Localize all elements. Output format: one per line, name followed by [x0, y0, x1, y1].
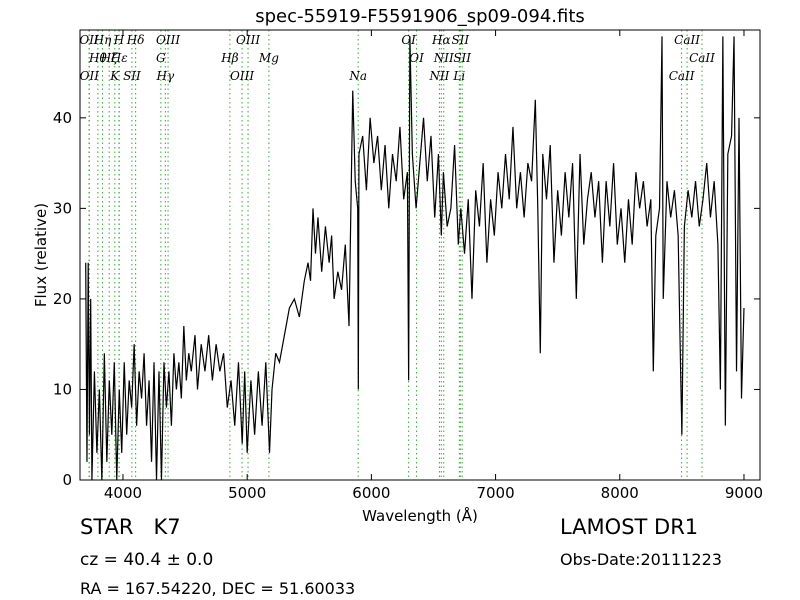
- spectral-line-label: OI: [401, 33, 416, 47]
- spectral-line-label: H: [113, 33, 125, 47]
- redshift: cz = 40.4 ± 0.0: [80, 550, 213, 570]
- x-tick-label: 8000: [601, 484, 639, 502]
- spectral-line-label: SII: [453, 51, 471, 65]
- plot-frame: [79, 29, 761, 481]
- spectral-line-label: Hα: [431, 33, 451, 47]
- spectral-line-label: Li: [452, 69, 465, 83]
- object-class: STAR K7: [80, 515, 181, 539]
- x-axis-label: Wavelength (Å): [362, 506, 478, 525]
- spectral-line-label: CaII: [689, 51, 715, 65]
- spectral-line-label: Hζ: [100, 51, 119, 65]
- y-tick-label: 30: [53, 199, 72, 217]
- y-tick-label: 20: [53, 290, 72, 308]
- spectral-line-label: NII: [433, 51, 454, 65]
- spectral-line-label: Hβ: [220, 51, 238, 65]
- spectral-line-label: K: [109, 69, 120, 83]
- spectral-line-label: Hθ: [88, 51, 107, 65]
- spectral-line-label: Hγ: [156, 69, 175, 83]
- spectral-line-label: OIII: [156, 33, 180, 47]
- y-axis-label: Flux (relative): [32, 203, 50, 307]
- obs-date: Obs-Date:20111223: [560, 550, 722, 569]
- spectral-line-label: OII: [80, 69, 100, 83]
- x-tick-label: 4000: [104, 484, 142, 502]
- spectral-line-label: G: [156, 51, 166, 65]
- spectral-line-label: NII: [428, 69, 449, 83]
- spectral-line-label: Hη: [93, 33, 112, 47]
- spectral-line-label: Hε: [110, 51, 128, 65]
- spectral-line-label: Hδ: [126, 33, 145, 47]
- spectral-line-label: OIII: [236, 33, 260, 47]
- spectral-line-label: SII: [123, 69, 141, 83]
- spectral-line-label: CaII: [669, 69, 695, 83]
- x-tick-label: 7000: [476, 484, 514, 502]
- spectral-line-label: OII: [79, 33, 99, 47]
- spectral-line-label: Mg: [258, 51, 279, 65]
- spectral-line-label: OIII: [230, 69, 254, 83]
- spectral-line-label: CaII: [674, 33, 700, 47]
- y-tick-label: 40: [53, 109, 72, 127]
- spectral-line-label: SII: [451, 33, 469, 47]
- chart-title: spec-55919-F5591906_sp09-094.fits: [255, 6, 585, 27]
- spectrum-line: [85, 36, 745, 480]
- x-tick-label: 5000: [228, 484, 266, 502]
- survey: LAMOST DR1: [560, 515, 698, 539]
- spectral-line-label: Na: [348, 69, 367, 83]
- y-tick-label: 0: [62, 471, 72, 489]
- line-markers: [88, 30, 703, 480]
- spectral-line-label: OI: [409, 51, 424, 65]
- y-tick-label: 10: [53, 380, 72, 398]
- coordinates: RA = 167.54220, DEC = 51.60033: [80, 579, 355, 598]
- spectrum: [85, 36, 745, 480]
- x-tick-label: 9000: [725, 484, 763, 502]
- x-tick-label: 6000: [352, 484, 390, 502]
